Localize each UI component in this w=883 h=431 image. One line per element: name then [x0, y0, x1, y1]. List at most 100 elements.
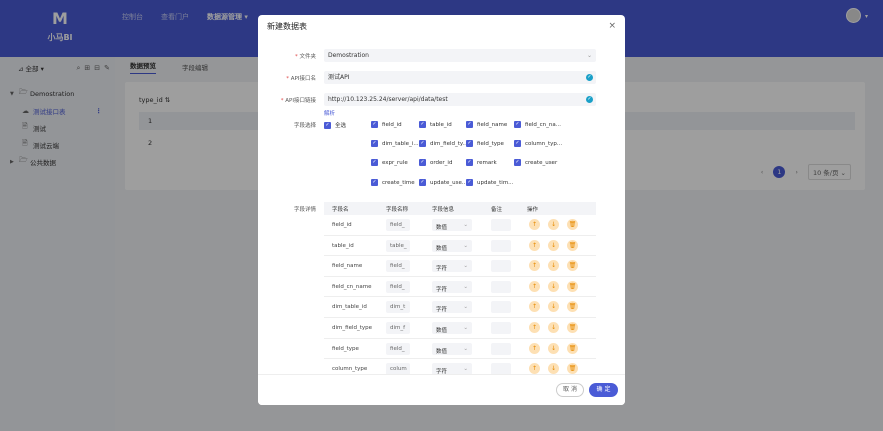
field-cn-input[interactable]: dim_f — [386, 321, 410, 334]
field-type-select[interactable]: 字符 ⌄ — [432, 260, 472, 273]
tree-item-demostration[interactable]: ▼ 🗁 Demostration — [10, 85, 110, 102]
move-up-icon[interactable]: ↑ — [529, 342, 540, 354]
checkbox-select-all[interactable]: ✓ 全选 — [324, 121, 346, 129]
remark-input[interactable] — [491, 342, 511, 355]
checkbox-field[interactable]: ✓ order_id — [419, 159, 452, 166]
move-up-icon[interactable]: ↑ — [529, 239, 540, 251]
page-1[interactable]: 1 — [773, 166, 786, 178]
prev-page-icon[interactable]: ‹ — [760, 168, 764, 176]
page-size-select[interactable]: 10 条/页 ⌄ — [807, 164, 851, 180]
move-down-icon[interactable]: ↓ — [548, 260, 559, 272]
delete-icon[interactable]: 🗑 — [567, 301, 578, 313]
add-file-icon[interactable]: ⊟ — [94, 63, 101, 72]
field-cn-input[interactable]: field_ — [386, 219, 410, 231]
remark-input[interactable] — [491, 260, 511, 273]
checkbox-field[interactable]: ✓ create_time — [371, 179, 415, 186]
header-field-name: 字段名 — [332, 207, 349, 213]
move-down-icon[interactable]: ↓ — [548, 301, 559, 313]
api-url-input[interactable]: http://10.123.25.24/server/api/data/test… — [324, 93, 596, 106]
nav-console[interactable]: 控制台 — [122, 13, 143, 21]
field-cn-input[interactable]: table_ — [386, 239, 410, 252]
move-down-icon[interactable]: ↓ — [548, 342, 559, 354]
tree-item-test[interactable]: 🗎 测试 — [10, 119, 110, 136]
remark-input[interactable] — [491, 321, 511, 334]
field-type-select[interactable]: 数值 ⌄ — [432, 219, 472, 231]
delete-icon[interactable]: 🗑 — [567, 239, 578, 251]
checkbox-field[interactable]: ✓ create_user — [514, 159, 557, 166]
tab-field-edit[interactable]: 字段编辑 — [182, 64, 208, 72]
move-down-icon[interactable]: ↓ — [548, 280, 559, 292]
chevron-down-icon[interactable]: ▾ — [864, 13, 868, 20]
remark-input[interactable] — [491, 363, 511, 374]
remark-input[interactable] — [491, 301, 511, 314]
checkbox-field[interactable]: ✓ field_name — [466, 121, 507, 128]
tab-data-preview[interactable]: 数据预览 — [130, 60, 156, 74]
checkbox-field[interactable]: ✓ column_typ... — [514, 140, 562, 147]
field-cn-input[interactable]: dim_t — [386, 301, 410, 314]
edit-icon[interactable]: ✎ — [104, 63, 110, 72]
delete-icon[interactable]: 🗑 — [567, 321, 578, 333]
move-up-icon[interactable]: ↑ — [529, 219, 540, 230]
checkbox-field[interactable]: ✓ update_use... — [419, 179, 467, 186]
add-folder-icon[interactable]: ⊞ — [84, 63, 91, 72]
caret-down-icon[interactable]: ▼ — [10, 90, 14, 97]
field-cn-input[interactable]: field_ — [386, 280, 410, 293]
checkbox-field[interactable]: ✓ field_id — [371, 121, 402, 128]
tree-item-cloud-test[interactable]: 🗎 测试云端 — [10, 136, 110, 153]
app-logo[interactable]: M 小马BI — [40, 10, 80, 43]
move-up-icon[interactable]: ↑ — [529, 363, 540, 374]
move-up-icon[interactable]: ↑ — [529, 321, 540, 333]
field-type-select[interactable]: 数值 ⌄ — [432, 321, 472, 334]
move-up-icon[interactable]: ↑ — [529, 280, 540, 292]
move-down-icon[interactable]: ↓ — [548, 219, 559, 230]
tree-item-public[interactable]: ▶ 🗁 公共数据 — [10, 153, 110, 170]
close-icon[interactable]: × — [608, 21, 616, 31]
field-cn-input[interactable]: field_ — [386, 260, 410, 273]
remark-input[interactable] — [491, 280, 511, 293]
caret-right-icon[interactable]: ▶ — [10, 158, 14, 165]
field-type-select[interactable]: 字符 ⌄ — [432, 363, 472, 374]
nav-portal[interactable]: 查看门户 — [161, 13, 189, 21]
check-icon: ✓ — [466, 121, 473, 128]
delete-icon[interactable]: 🗑 — [567, 219, 578, 230]
field-cn-input[interactable]: colum — [386, 363, 410, 374]
field-type-select[interactable]: 字符 ⌄ — [432, 301, 472, 314]
checkbox-field[interactable]: ✓ update_tim... — [466, 179, 513, 186]
checkbox-field[interactable]: ✓ dim_field_ty... — [419, 140, 468, 147]
checkbox-field[interactable]: ✓ field_type — [466, 140, 504, 147]
field-cn-input[interactable]: field_ — [386, 342, 410, 355]
delete-icon[interactable]: 🗑 — [567, 363, 578, 374]
field-type-select[interactable]: 数值 ⌄ — [432, 342, 472, 355]
checkbox-field[interactable]: ✓ expr_rule — [371, 159, 408, 166]
cancel-button[interactable]: 取 消 — [556, 383, 584, 397]
move-up-icon[interactable]: ↑ — [529, 301, 540, 313]
more-icon[interactable]: ⋮ — [95, 106, 103, 115]
checkbox-field[interactable]: ✓ remark — [466, 159, 497, 166]
checkbox-field[interactable]: ✓ field_cn_na... — [514, 121, 561, 128]
next-page-icon[interactable]: › — [795, 168, 798, 176]
field-type-select[interactable]: 数值 ⌄ — [432, 239, 472, 252]
move-down-icon[interactable]: ↓ — [548, 239, 559, 251]
avatar[interactable] — [846, 8, 861, 23]
column-header[interactable]: type_id ⇅ — [139, 96, 171, 104]
group-select[interactable]: ⊿ 全部 ▾ — [18, 65, 44, 73]
remark-input[interactable] — [491, 219, 511, 231]
field-type-select[interactable]: 字符 ⌄ — [432, 280, 472, 293]
nav-datasource[interactable]: 数据源管理 ▾ — [207, 13, 248, 21]
delete-icon[interactable]: 🗑 — [567, 260, 578, 272]
confirm-button[interactable]: 确 定 — [589, 383, 618, 397]
api-name-input[interactable]: 测试API ✓ — [324, 71, 596, 84]
checkbox-field[interactable]: ✓ table_id — [419, 121, 452, 128]
parse-link[interactable]: 解析 — [324, 111, 336, 117]
move-down-icon[interactable]: ↓ — [548, 321, 559, 333]
move-down-icon[interactable]: ↓ — [548, 363, 559, 374]
tree-item-api-table[interactable]: ☁ 测试接口表 ⋮ — [10, 102, 110, 119]
checkbox-field[interactable]: ✓ dim_table_i... — [371, 140, 419, 147]
folder-select[interactable]: Demostration ⌄ — [324, 49, 596, 62]
move-up-icon[interactable]: ↑ — [529, 260, 540, 272]
remark-input[interactable] — [491, 239, 511, 252]
search-icon[interactable]: ⌕ — [76, 63, 81, 72]
field-name: field_type — [332, 345, 359, 352]
delete-icon[interactable]: 🗑 — [567, 280, 578, 292]
delete-icon[interactable]: 🗑 — [567, 342, 578, 354]
